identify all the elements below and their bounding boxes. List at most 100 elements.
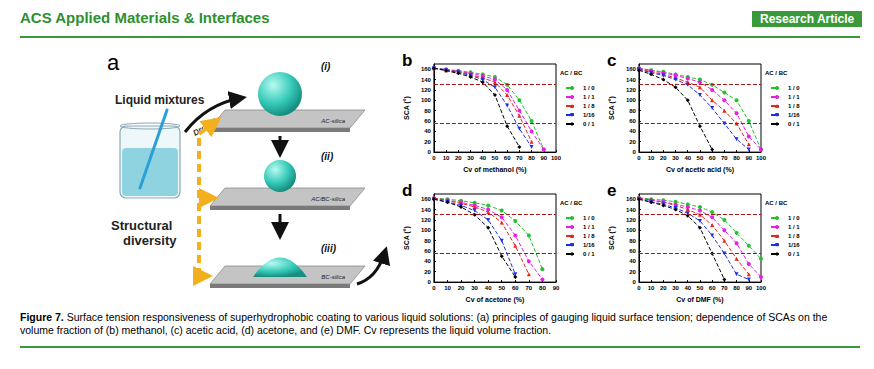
svg-text:AC / BC: AC / BC bbox=[765, 200, 788, 206]
svg-text:100: 100 bbox=[756, 285, 767, 291]
svg-text:60: 60 bbox=[424, 248, 431, 254]
svg-text:e: e bbox=[607, 181, 616, 200]
svg-text:a: a bbox=[107, 50, 120, 75]
svg-text:80: 80 bbox=[629, 238, 636, 244]
svg-text:BC-silica: BC-silica bbox=[321, 274, 345, 280]
svg-text:SCA (°): SCA (°) bbox=[403, 96, 411, 120]
svg-text:50: 50 bbox=[697, 285, 704, 291]
svg-text:120: 120 bbox=[626, 87, 637, 93]
svg-text:1/16: 1/16 bbox=[788, 112, 800, 118]
svg-text:10: 10 bbox=[443, 155, 450, 161]
svg-text:30: 30 bbox=[672, 155, 679, 161]
svg-text:1 / 0: 1 / 0 bbox=[788, 85, 800, 91]
svg-text:160: 160 bbox=[421, 66, 432, 72]
svg-text:AC-silica: AC-silica bbox=[320, 118, 345, 124]
svg-text:Cv of acetone (%): Cv of acetone (%) bbox=[466, 296, 525, 304]
svg-text:20: 20 bbox=[660, 285, 667, 291]
svg-text:60: 60 bbox=[629, 118, 636, 124]
svg-text:0: 0 bbox=[633, 149, 637, 155]
svg-text:40: 40 bbox=[684, 155, 691, 161]
svg-text:1 / 8: 1 / 8 bbox=[788, 103, 800, 109]
svg-text:60: 60 bbox=[424, 118, 431, 124]
svg-text:0: 0 bbox=[432, 155, 436, 161]
svg-text:100: 100 bbox=[756, 155, 767, 161]
svg-text:1/16: 1/16 bbox=[583, 112, 595, 118]
svg-text:100: 100 bbox=[626, 227, 637, 233]
svg-text:c: c bbox=[607, 51, 616, 70]
svg-text:1 / 8: 1 / 8 bbox=[788, 233, 800, 239]
svg-text:60: 60 bbox=[504, 155, 511, 161]
svg-text:80: 80 bbox=[733, 155, 740, 161]
svg-text:0 / 1: 0 / 1 bbox=[583, 121, 595, 127]
svg-text:1 / 0: 1 / 0 bbox=[788, 215, 800, 221]
svg-text:1 / 0: 1 / 0 bbox=[583, 215, 595, 221]
svg-text:40: 40 bbox=[479, 155, 486, 161]
svg-text:20: 20 bbox=[629, 139, 636, 145]
svg-text:10: 10 bbox=[648, 155, 655, 161]
svg-text:80: 80 bbox=[629, 108, 636, 114]
svg-text:60: 60 bbox=[629, 248, 636, 254]
svg-text:70: 70 bbox=[526, 285, 533, 291]
svg-text:Cv of methanol (%): Cv of methanol (%) bbox=[463, 166, 526, 174]
svg-text:1/16: 1/16 bbox=[788, 242, 800, 248]
svg-text:40: 40 bbox=[629, 128, 636, 134]
svg-text:0: 0 bbox=[633, 279, 637, 285]
svg-text:160: 160 bbox=[626, 66, 637, 72]
svg-text:(iii): (iii) bbox=[321, 243, 337, 254]
svg-text:Liquid mixtures: Liquid mixtures bbox=[115, 93, 205, 107]
svg-text:80: 80 bbox=[733, 285, 740, 291]
svg-text:120: 120 bbox=[626, 217, 637, 223]
svg-text:50: 50 bbox=[697, 155, 704, 161]
svg-text:60: 60 bbox=[512, 285, 519, 291]
svg-text:160: 160 bbox=[626, 196, 637, 202]
svg-text:0 / 1: 0 / 1 bbox=[583, 251, 595, 257]
svg-text:70: 70 bbox=[516, 155, 523, 161]
svg-text:20: 20 bbox=[455, 155, 462, 161]
svg-text:40: 40 bbox=[629, 258, 636, 264]
svg-text:20: 20 bbox=[424, 269, 431, 275]
svg-text:90: 90 bbox=[553, 285, 560, 291]
svg-text:100: 100 bbox=[626, 97, 637, 103]
svg-text:0 / 1: 0 / 1 bbox=[788, 251, 800, 257]
svg-text:50: 50 bbox=[492, 155, 499, 161]
svg-text:0: 0 bbox=[637, 155, 641, 161]
svg-text:60: 60 bbox=[709, 285, 716, 291]
svg-text:0: 0 bbox=[432, 285, 436, 291]
svg-text:SCA (°): SCA (°) bbox=[608, 226, 616, 250]
svg-text:20: 20 bbox=[660, 155, 667, 161]
svg-text:140: 140 bbox=[626, 207, 637, 213]
svg-text:90: 90 bbox=[540, 155, 547, 161]
svg-text:1 / 8: 1 / 8 bbox=[583, 233, 595, 239]
svg-text:120: 120 bbox=[421, 87, 432, 93]
svg-text:80: 80 bbox=[539, 285, 546, 291]
svg-text:60: 60 bbox=[709, 155, 716, 161]
svg-text:1/16: 1/16 bbox=[583, 242, 595, 248]
svg-text:AC / BC: AC / BC bbox=[560, 70, 583, 76]
svg-text:SCA (°): SCA (°) bbox=[608, 96, 616, 120]
svg-text:AC / BC: AC / BC bbox=[560, 200, 583, 206]
svg-text:140: 140 bbox=[421, 77, 432, 83]
svg-text:80: 80 bbox=[424, 108, 431, 114]
svg-text:70: 70 bbox=[721, 155, 728, 161]
svg-text:0 / 1: 0 / 1 bbox=[788, 121, 800, 127]
svg-text:Structuraldiversity: Structuraldiversity bbox=[111, 218, 177, 248]
svg-text:(i): (i) bbox=[321, 61, 331, 72]
svg-text:90: 90 bbox=[745, 285, 752, 291]
svg-text:0: 0 bbox=[637, 285, 641, 291]
svg-text:30: 30 bbox=[471, 285, 478, 291]
svg-text:1 / 1: 1 / 1 bbox=[788, 224, 800, 230]
svg-text:1 / 1: 1 / 1 bbox=[788, 94, 800, 100]
svg-text:90: 90 bbox=[745, 155, 752, 161]
svg-text:20: 20 bbox=[424, 139, 431, 145]
svg-text:160: 160 bbox=[421, 196, 432, 202]
svg-text:40: 40 bbox=[485, 285, 492, 291]
svg-text:0: 0 bbox=[428, 149, 432, 155]
svg-text:1 / 0: 1 / 0 bbox=[583, 85, 595, 91]
svg-text:AC / BC: AC / BC bbox=[765, 70, 788, 76]
svg-text:SCA (°): SCA (°) bbox=[403, 226, 411, 250]
svg-text:b: b bbox=[402, 51, 412, 70]
svg-text:AC/BC-silica: AC/BC-silica bbox=[310, 196, 345, 202]
svg-text:40: 40 bbox=[424, 128, 431, 134]
svg-text:30: 30 bbox=[672, 285, 679, 291]
svg-text:d: d bbox=[402, 181, 412, 200]
